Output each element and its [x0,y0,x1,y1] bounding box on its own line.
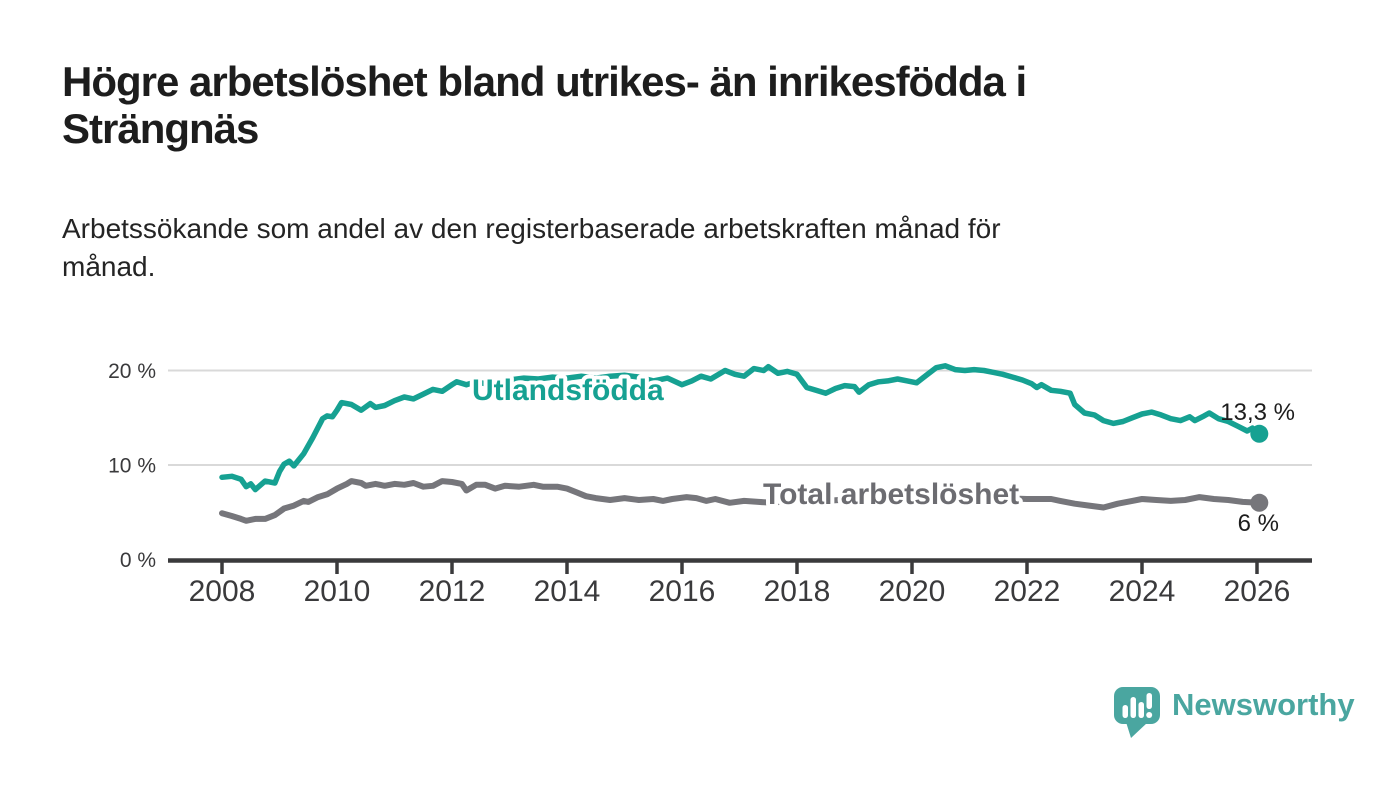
series-end-dot-1 [1250,424,1269,443]
page-subtitle: Arbetssökande som andel av den registerb… [62,213,1001,283]
value-label-total-arbetsloshet: 6 % [1238,510,1279,537]
newsworthy-logo: Newsworthy [1112,684,1372,749]
newsworthy-logo-icon: Newsworthy [1114,687,1355,738]
x-axis-tick-label: 2018 [764,575,831,608]
series-label-total-arbetsloshet: Total arbetslöshet [763,478,1019,511]
series-line-1 [219,363,1263,493]
series-label-utlandsfodda: Utlandsfödda [472,374,664,407]
y-axis-tick-label: 20 % [108,360,156,383]
gridlines [168,369,1312,466]
series-end-dot-2 [1250,493,1269,512]
page-title: Högre arbetslöshet bland utrikes- än inr… [62,58,1027,153]
x-axis: 2008 2010 2012 2014 2016 2018 2020 2022 2024 2026 [168,558,1312,608]
x-axis-tick-label: 2012 [419,575,486,608]
x-axis-tick-label: 2014 [534,575,601,608]
x-axis-tick-label: 2020 [879,575,946,608]
y-axis-labels: 20 % 10 % 0 % [108,360,156,572]
x-axis-tick-label: 2010 [304,575,371,608]
value-label-utlandsfodda: 13,3 % [1220,399,1295,426]
series-lines [219,363,1269,524]
x-axis-tick-label: 2024 [1109,575,1176,608]
y-axis-tick-label: 10 % [108,455,156,478]
y-axis-tick-label: 0 % [120,549,156,572]
series-line-2 [219,478,1263,524]
x-axis-tick-label: 2026 [1224,575,1291,608]
x-axis-tick-label: 2008 [189,575,256,608]
newsworthy-wordmark: Newsworthy [1172,687,1355,722]
x-axis-tick-label: 2022 [994,575,1061,608]
bar-chart-glyph [1122,693,1153,718]
x-axis-tick-label: 2016 [649,575,716,608]
